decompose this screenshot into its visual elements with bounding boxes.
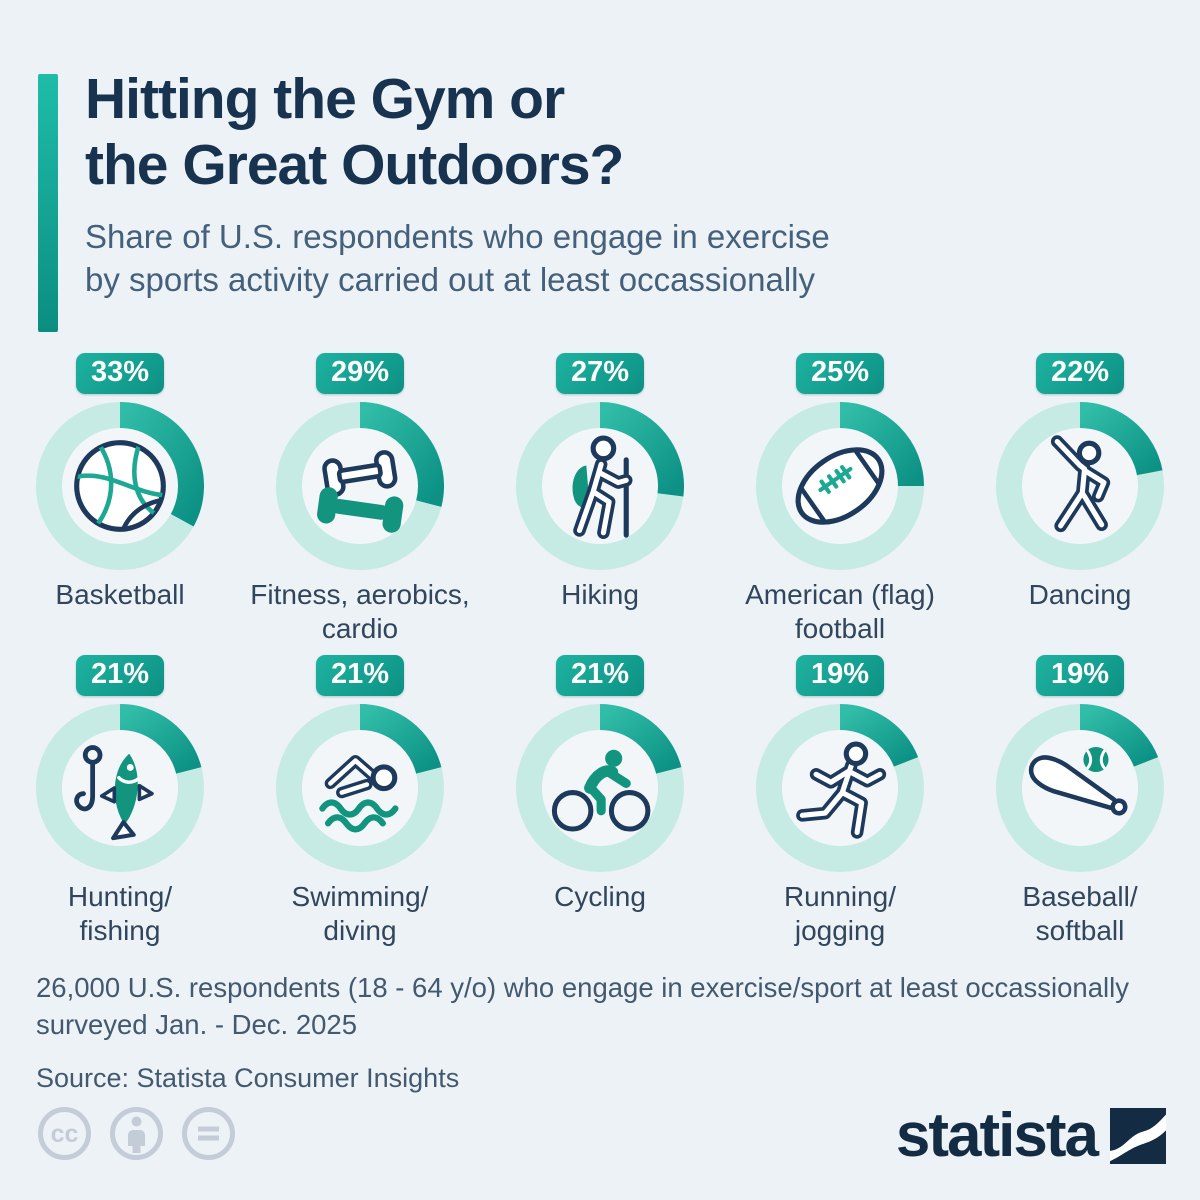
activity-card: 19% Running/ jogging [720, 655, 960, 957]
swimmer-icon [276, 704, 444, 872]
equal-no-derivatives-icon[interactable] [180, 1105, 237, 1167]
source-line: Source: Statista Consumer Insights [36, 1063, 460, 1094]
runner-icon [756, 704, 924, 872]
statista-wordmark: statista [895, 1101, 1099, 1170]
donut-chart [996, 402, 1164, 570]
american-football-icon [756, 402, 924, 570]
header-text: Hitting the Gym or the Great Outdoors? S… [85, 67, 830, 332]
activity-card: 25% American (flag) football [720, 353, 960, 655]
donut-chart [756, 704, 924, 872]
donut-chart [516, 704, 684, 872]
donut-chart [756, 402, 924, 570]
dancer-icon [996, 402, 1164, 570]
donut-chart [996, 704, 1164, 872]
activity-card: 21% Hunting/ fishing [0, 655, 240, 957]
activity-label: Dancing [1028, 579, 1132, 610]
activity-label: Baseball/ softball [1022, 881, 1138, 947]
value-badge: 19% [1035, 655, 1125, 696]
donut-chart [36, 402, 204, 570]
value-badge: 33% [75, 353, 165, 394]
value-badge: 25% [795, 353, 885, 394]
activity-card: 22% Dancing [960, 353, 1200, 655]
basketball-icon [36, 402, 204, 570]
activity-label: Fitness, aerobics, cardio [250, 579, 470, 645]
cc-icon[interactable]: cc [36, 1105, 93, 1167]
footer: 26,000 U.S. respondents (18 - 64 y/o) wh… [36, 969, 1170, 1094]
activity-card: 27% Hiking [480, 353, 720, 655]
donut-chart [276, 402, 444, 570]
svg-text:cc: cc [51, 1120, 79, 1148]
statista-swoosh-icon [1110, 1108, 1166, 1164]
bottom-bar: cc statista [36, 1100, 1166, 1172]
activity-label: Swimming/ diving [291, 881, 429, 947]
activity-card: 21% Cycling [480, 655, 720, 957]
activity-label: Cycling [554, 881, 646, 912]
donut-grid: 33% Basketball 29% [0, 353, 1200, 957]
activity-card: 33% Basketball [0, 353, 240, 655]
title-accent-bar [38, 74, 58, 332]
attribution-person-icon[interactable] [108, 1105, 165, 1167]
footnote: 26,000 U.S. respondents (18 - 64 y/o) wh… [36, 972, 1129, 1041]
value-badge: 22% [1035, 353, 1125, 394]
value-badge: 27% [555, 353, 645, 394]
activity-label: American (flag) football [745, 579, 935, 645]
activity-label: Basketball [55, 579, 185, 610]
hiker-icon [516, 402, 684, 570]
activity-card: 19% Baseball/ softball [960, 655, 1200, 957]
cyclist-icon [516, 704, 684, 872]
activity-label: Running/ jogging [783, 881, 897, 947]
value-badge: 29% [315, 353, 405, 394]
value-badge: 21% [555, 655, 645, 696]
donut-chart [36, 704, 204, 872]
value-badge: 19% [795, 655, 885, 696]
value-badge: 21% [75, 655, 165, 696]
donut-chart [516, 402, 684, 570]
subtitle: Share of U.S. respondents who engage in … [85, 218, 830, 299]
header: Hitting the Gym or the Great Outdoors? S… [38, 67, 830, 332]
activity-label: Hunting/ fishing [67, 881, 173, 947]
donut-chart [276, 704, 444, 872]
page-title: Hitting the Gym or the Great Outdoors? [85, 67, 624, 198]
activity-label: Hiking [561, 579, 639, 610]
dumbbells-icon [276, 402, 444, 570]
statista-logo[interactable]: statista [896, 1105, 1166, 1167]
fishing-icon [36, 704, 204, 872]
activity-card: 29% Fitness, aerobics, cardio [240, 353, 480, 655]
value-badge: 21% [315, 655, 405, 696]
license-icons[interactable]: cc [36, 1105, 237, 1167]
baseball-icon [996, 704, 1164, 872]
activity-card: 21% Swimming/ diving [240, 655, 480, 957]
